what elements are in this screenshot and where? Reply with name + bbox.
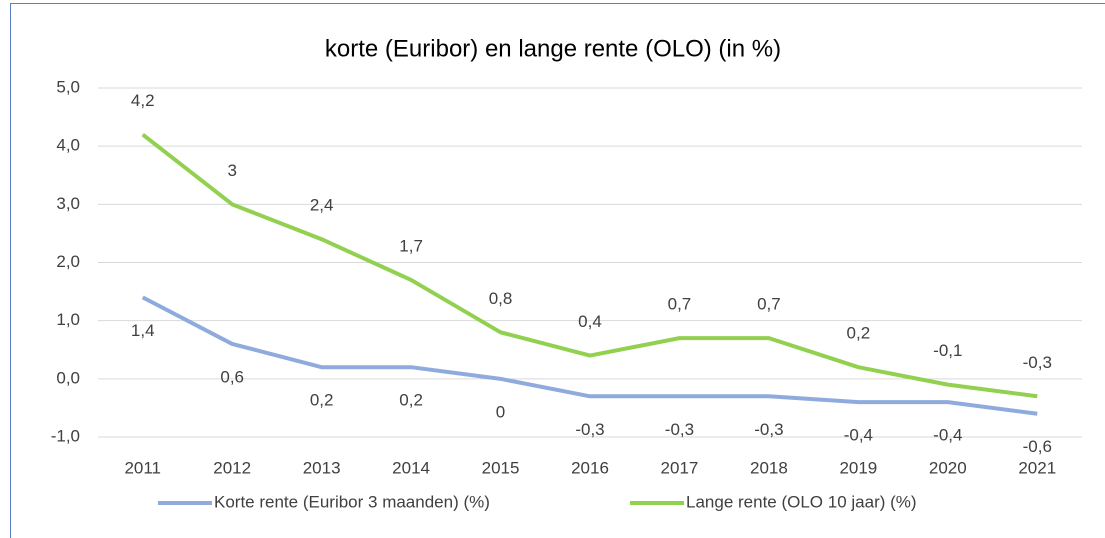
data-label: 0,7 [757,295,781,314]
x-tick-label: 2016 [571,458,609,477]
y-tick-label: 3,0 [56,194,80,213]
data-label: 0,2 [399,391,423,410]
data-label: 1,4 [131,321,155,340]
legend-label: Korte rente (Euribor 3 maanden) (%) [214,492,490,511]
data-label: 1,7 [399,236,423,255]
data-label: 0,4 [578,312,602,331]
data-label: 0,2 [310,391,334,410]
chart-title: korte (Euribor) en lange rente (OLO) (in… [325,35,781,62]
legend-label: Lange rente (OLO 10 jaar) (%) [686,492,917,511]
frame [10,3,1105,538]
x-tick-label: 2012 [213,458,251,477]
data-label: -0,4 [844,426,873,445]
data-label: -0,3 [754,420,783,439]
x-tick-label: 2018 [750,458,788,477]
y-tick-label: 1,0 [56,310,80,329]
x-tick-label: 2019 [839,458,877,477]
data-label: 0,6 [220,367,244,386]
y-tick-label: 4,0 [56,136,80,155]
data-label: 0 [496,402,505,421]
data-label: 3 [227,161,236,180]
y-tick-label: -1,0 [51,426,80,445]
x-tick-label: 2021 [1018,458,1056,477]
data-label: -0,1 [933,341,962,360]
data-label: 0,8 [489,289,513,308]
data-label: 2,4 [310,196,334,215]
data-label: -0,3 [1023,353,1052,372]
data-label: -0,3 [665,420,694,439]
series-line [141,295,1038,416]
series-line [141,132,1038,399]
data-label: 4,2 [131,91,155,110]
y-tick-label: 0,0 [56,368,80,387]
y-tick-label: 5,0 [56,77,80,96]
data-label: -0,3 [575,420,604,439]
x-tick-label: 2013 [303,458,341,477]
x-tick-label: 2015 [482,458,520,477]
data-label: -0,6 [1023,437,1052,456]
x-tick-label: 2011 [124,458,161,477]
data-label: 0,7 [668,295,692,314]
data-label: 0,2 [847,324,871,343]
x-tick-label: 2020 [929,458,967,477]
y-tick-label: 2,0 [56,252,80,271]
x-tick-label: 2014 [392,458,430,477]
x-tick-label: 2017 [661,458,699,477]
data-label: -0,4 [933,426,962,445]
